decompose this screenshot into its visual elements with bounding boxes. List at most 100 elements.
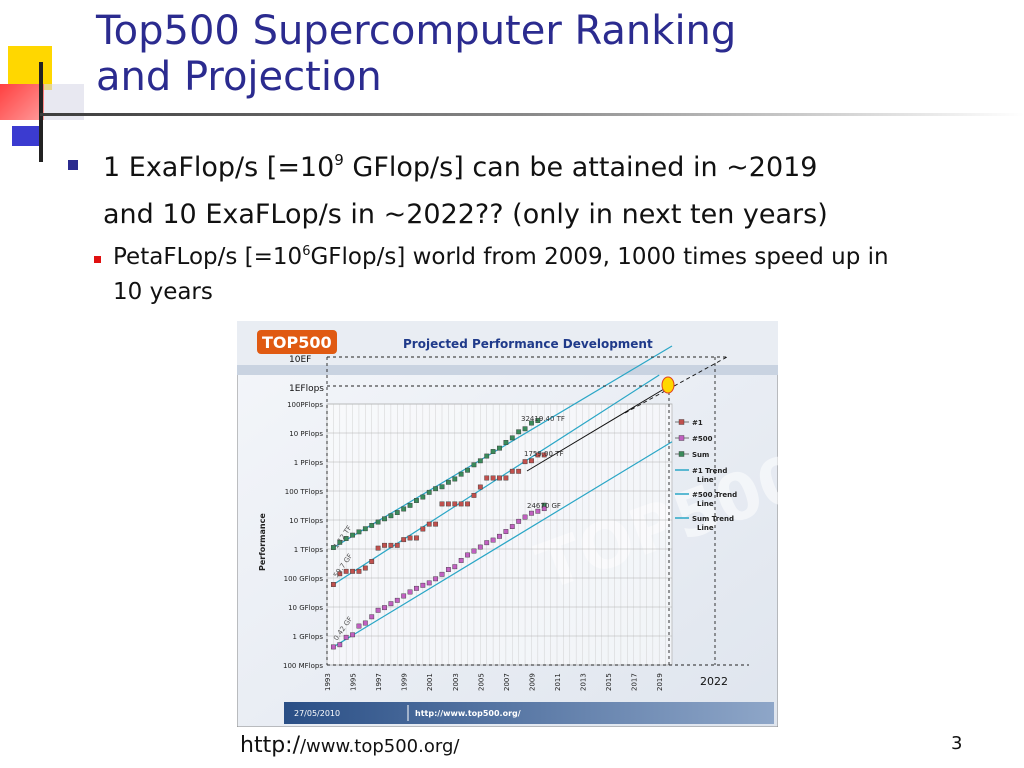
data-point bbox=[375, 519, 381, 525]
data-point bbox=[362, 565, 368, 571]
data-point bbox=[330, 644, 336, 650]
legend-label: #500 bbox=[692, 435, 713, 443]
data-point bbox=[369, 614, 375, 620]
decor-square-blue bbox=[12, 126, 42, 146]
x-tick-label: 1999 bbox=[401, 673, 409, 691]
data-point bbox=[471, 462, 477, 468]
data-point bbox=[535, 418, 541, 423]
data-point bbox=[330, 582, 336, 587]
data-point bbox=[439, 501, 445, 507]
data-point bbox=[529, 420, 534, 426]
legend-label: Line bbox=[697, 524, 714, 532]
bullet2-part1: PetaFLop/s [=10 bbox=[113, 244, 303, 270]
legend-label: Sum bbox=[692, 451, 709, 459]
data-point bbox=[426, 489, 432, 495]
data-point bbox=[350, 568, 355, 574]
y-axis-label: Performance bbox=[258, 513, 267, 571]
data-point bbox=[490, 449, 496, 454]
exaflop-marker bbox=[661, 376, 675, 394]
chart-url: http://www.top500.org/ bbox=[415, 709, 521, 718]
bullet2-sup: 6 bbox=[302, 244, 311, 259]
annotation-num1-latest: 1759.00 TF bbox=[524, 450, 563, 458]
data-point bbox=[497, 475, 502, 481]
data-point bbox=[529, 458, 534, 464]
bullet1-part1: 1 ExaFlop/s [=10 bbox=[103, 152, 335, 183]
legend-marker bbox=[678, 419, 685, 425]
data-point bbox=[484, 453, 490, 459]
data-point bbox=[401, 593, 407, 599]
legend-label: #1 Trend bbox=[692, 467, 727, 475]
data-point bbox=[535, 452, 541, 458]
data-point bbox=[445, 501, 451, 507]
x-tick-label: 2011 bbox=[554, 673, 562, 691]
y-tick-label: 100PFlops bbox=[287, 401, 323, 409]
decor-square-yellow bbox=[8, 46, 52, 90]
data-point bbox=[484, 540, 490, 546]
data-point bbox=[401, 537, 407, 543]
data-point bbox=[433, 486, 439, 492]
data-point bbox=[433, 521, 439, 527]
data-point bbox=[414, 535, 419, 541]
x-tick-label: 2019 bbox=[656, 673, 664, 691]
data-point bbox=[452, 476, 458, 482]
slide-title: Top500 Supercomputer Ranking and Project… bbox=[96, 8, 736, 100]
y-tick-label: 1 GFlops bbox=[293, 633, 324, 641]
plot-grid bbox=[326, 403, 673, 666]
data-point bbox=[337, 539, 343, 545]
data-point bbox=[477, 544, 483, 550]
bullet-marker-2 bbox=[94, 256, 101, 263]
data-point bbox=[465, 552, 470, 558]
data-point bbox=[477, 484, 483, 490]
data-point bbox=[497, 533, 502, 539]
data-point bbox=[414, 498, 419, 503]
data-point bbox=[382, 542, 387, 548]
data-point bbox=[350, 632, 355, 638]
data-point bbox=[420, 526, 426, 532]
data-point bbox=[522, 459, 528, 465]
data-point bbox=[369, 559, 375, 564]
data-point bbox=[426, 521, 432, 527]
data-point bbox=[375, 545, 381, 551]
footer-url[interactable]: http://www.top500.org/ bbox=[240, 733, 459, 758]
data-point bbox=[516, 429, 522, 435]
series-num500 bbox=[330, 506, 547, 650]
data-point bbox=[509, 468, 515, 474]
data-point bbox=[465, 501, 470, 507]
data-point bbox=[375, 607, 381, 613]
x-tick-label: 2013 bbox=[580, 673, 588, 691]
label-1eflops: 1EFlops bbox=[289, 384, 324, 394]
series-sum bbox=[330, 418, 547, 550]
bullet2-part2: GFlop/s] world from 2009, 1000 times spe… bbox=[310, 244, 889, 270]
data-point bbox=[337, 571, 343, 577]
data-point bbox=[362, 526, 368, 532]
data-point bbox=[471, 492, 477, 498]
legend-label: #1 bbox=[692, 419, 703, 427]
data-point bbox=[509, 524, 515, 529]
series-num1 bbox=[330, 452, 547, 587]
data-point bbox=[439, 571, 445, 577]
data-point bbox=[356, 529, 362, 535]
data-point bbox=[369, 523, 375, 528]
data-point bbox=[330, 545, 336, 550]
data-point bbox=[343, 568, 349, 574]
data-point bbox=[356, 623, 362, 629]
chart-date: 27/05/2010 bbox=[294, 709, 340, 718]
legend-marker bbox=[678, 435, 685, 441]
bullet-text-2: PetaFLop/s [=106GFlop/s] world from 2009… bbox=[113, 240, 983, 310]
x-tick-label: 2003 bbox=[452, 673, 460, 691]
data-point bbox=[394, 542, 400, 548]
bullet-marker-1 bbox=[68, 160, 78, 170]
annotation-num500-latest: 24670 GF bbox=[527, 502, 561, 510]
data-point bbox=[503, 440, 509, 445]
data-point bbox=[458, 471, 464, 477]
data-point bbox=[497, 445, 502, 451]
top500-logo: TOP500 bbox=[262, 333, 332, 352]
x-tick-label: 2009 bbox=[528, 673, 536, 691]
data-point bbox=[535, 508, 541, 514]
data-point bbox=[388, 601, 394, 607]
bullet1-part2: GFlop/s] can be attained in ~2019 bbox=[343, 152, 818, 183]
x-tick-label: 2017 bbox=[631, 673, 639, 691]
data-point bbox=[458, 501, 464, 507]
data-point bbox=[503, 475, 509, 481]
data-point bbox=[484, 475, 490, 481]
